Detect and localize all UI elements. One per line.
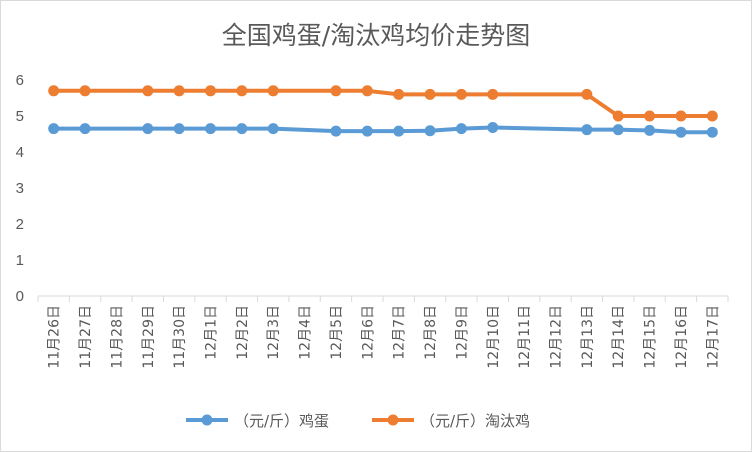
data-point bbox=[173, 123, 185, 135]
data-point bbox=[205, 85, 216, 97]
data-point bbox=[455, 123, 467, 135]
x-tick-label: 12月17日 bbox=[705, 305, 721, 369]
x-tick-label: 12月5日 bbox=[329, 305, 345, 360]
x-tick-label: 12月4日 bbox=[298, 305, 314, 360]
data-point bbox=[361, 125, 373, 137]
data-point bbox=[581, 88, 593, 100]
data-point bbox=[48, 123, 60, 135]
data-point bbox=[236, 85, 248, 97]
data-point bbox=[267, 123, 279, 135]
y-tick-label: 5 bbox=[16, 108, 24, 125]
x-tick-label: 12月9日 bbox=[454, 305, 470, 360]
data-point bbox=[393, 88, 405, 100]
x-tick-label: 12月13日 bbox=[580, 305, 596, 369]
x-tick-label: 11月27日 bbox=[78, 305, 94, 369]
data-point bbox=[675, 110, 687, 122]
x-tick-label: 11月28日 bbox=[109, 305, 125, 369]
y-tick-label: 3 bbox=[16, 180, 24, 197]
x-tick-label: 12月8日 bbox=[423, 305, 439, 360]
data-point bbox=[706, 110, 718, 122]
data-point bbox=[393, 125, 405, 137]
data-point bbox=[675, 126, 687, 138]
series-line-2 bbox=[53, 88, 713, 118]
legend-marker-2 bbox=[387, 414, 399, 426]
x-tick-label: 12月2日 bbox=[235, 305, 251, 360]
data-point bbox=[424, 125, 436, 137]
data-point bbox=[79, 85, 91, 97]
x-tick-label: 12月16日 bbox=[674, 305, 690, 369]
x-tick-label: 12月10日 bbox=[486, 305, 502, 369]
x-tick-label: 12月6日 bbox=[360, 305, 376, 360]
x-tick-label: 11月26日 bbox=[47, 305, 63, 369]
data-point bbox=[581, 124, 593, 136]
data-point bbox=[706, 126, 718, 138]
data-point bbox=[424, 88, 436, 100]
x-tick-label: 12月15日 bbox=[643, 305, 659, 369]
data-point bbox=[267, 85, 279, 97]
data-point bbox=[173, 85, 185, 97]
data-point bbox=[142, 85, 154, 97]
data-point bbox=[361, 85, 373, 97]
data-point bbox=[142, 123, 154, 135]
x-tick-label: 12月1日 bbox=[204, 305, 220, 360]
legend-marker-1 bbox=[201, 414, 213, 426]
data-point bbox=[330, 85, 342, 97]
x-tick-label: 11月30日 bbox=[172, 305, 188, 369]
y-tick-label: 0 bbox=[16, 288, 24, 305]
x-tick-label: 11月29日 bbox=[141, 305, 157, 369]
x-tick-label: 12月11日 bbox=[517, 305, 533, 369]
chart-title: 全国鸡蛋/淘汰鸡均价走势图 bbox=[221, 21, 531, 50]
data-point bbox=[205, 123, 216, 135]
y-tick-label: 6 bbox=[16, 72, 24, 89]
data-point bbox=[612, 110, 624, 122]
data-point bbox=[644, 124, 656, 136]
y-tick-label: 1 bbox=[16, 252, 24, 269]
x-tick-label: 12月7日 bbox=[392, 305, 408, 360]
x-tick-label: 12月12日 bbox=[549, 305, 565, 369]
x-tick-label: 12月14日 bbox=[611, 305, 627, 369]
data-point bbox=[79, 123, 91, 135]
data-point bbox=[487, 88, 499, 100]
data-point bbox=[612, 124, 624, 136]
legend-label-1: （元/斤）鸡蛋 bbox=[234, 412, 329, 430]
data-point bbox=[644, 110, 656, 122]
x-tick-label: 12月3日 bbox=[266, 305, 282, 360]
data-point bbox=[487, 122, 499, 134]
data-point bbox=[455, 88, 467, 100]
data-point bbox=[330, 125, 342, 137]
y-tick-label: 2 bbox=[16, 216, 24, 233]
data-point bbox=[236, 123, 248, 135]
data-point bbox=[48, 85, 60, 97]
legend-label-2: （元/斤）淘汰鸡 bbox=[420, 412, 530, 430]
y-tick-label: 4 bbox=[16, 144, 24, 161]
